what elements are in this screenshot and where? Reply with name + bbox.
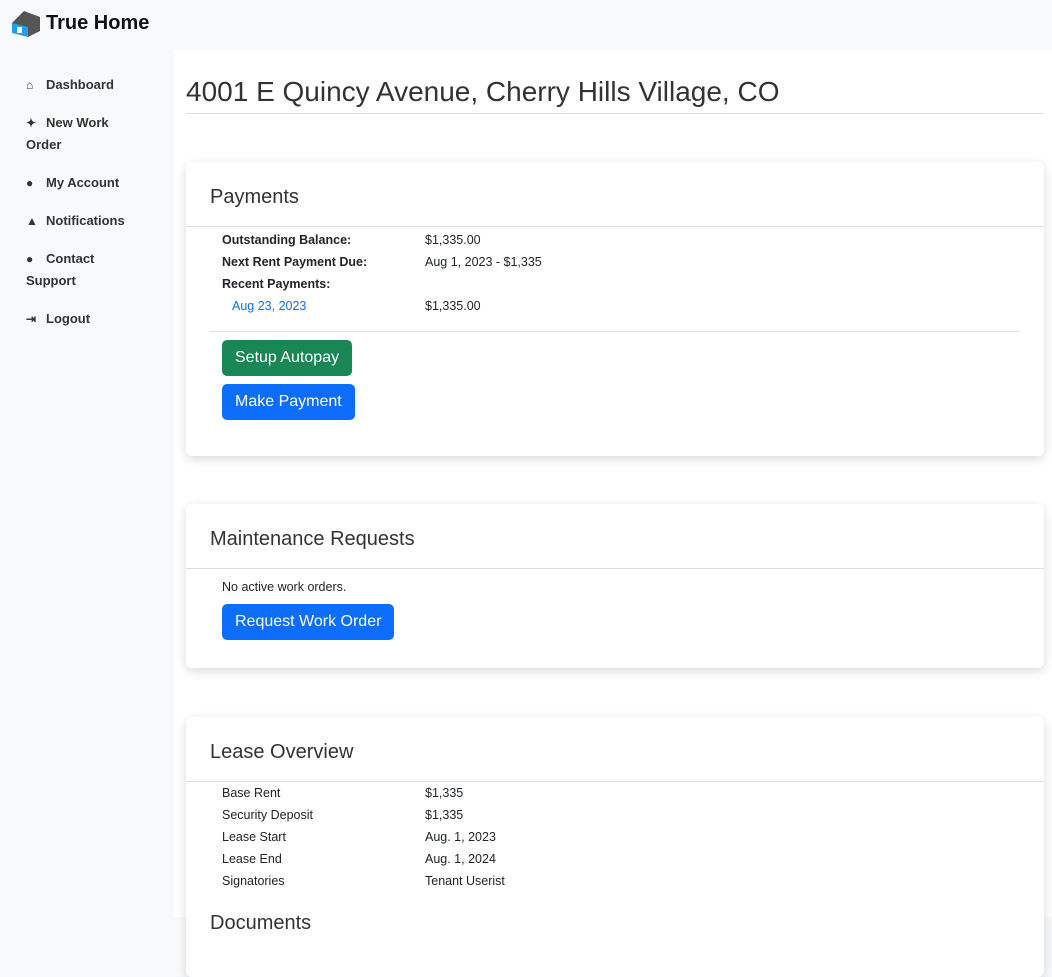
lease-row: Lease Start Aug. 1, 2023 [186,826,1044,848]
value: $1,335 [425,808,464,822]
maintenance-card: Maintenance Requests No active work orde… [186,504,1044,668]
brand[interactable]: True Home [10,7,149,39]
sidebar-item-my-account[interactable]: ● My Account [0,172,174,194]
sidebar-item-notifications[interactable]: ▲ Notifications [0,210,174,232]
lease-card: Lease Overview Base Rent $1,335 Security … [186,717,1044,977]
next-payment-row: Next Rent Payment Due: Aug 1, 2023 - $1,3… [186,251,1044,273]
value: Tenant Userist [425,874,505,888]
text: No active work orders. [222,580,347,594]
logout-icon: ⇥ [26,312,37,326]
divider [210,331,1020,332]
sidebar-item-label: Notifications [46,213,125,228]
label: Signatories [222,874,285,888]
home-icon: ⌂ [26,78,34,92]
page-title: 4001 E Quincy Avenue, Cherry Hills Villa… [186,76,780,107]
make-payment-button[interactable]: Make Payment [222,384,355,420]
bell-icon: ▲ [26,214,38,228]
card-title: Maintenance Requests [186,504,1044,569]
sidebar: ⌂ Dashboard ✦ New Work Order ● My Account ▲… [0,50,174,330]
request-work-order-button[interactable]: Request Work Order [222,604,395,640]
label: Lease End [222,852,282,866]
outstanding-balance-row: Outstanding Balance: $1,335.00 [186,229,1044,251]
section-heading: Documents [210,912,312,934]
label: Security Deposit [222,808,314,822]
sparkles-icon: ✦ [26,116,37,130]
lease-row: Lease End Aug. 1, 2024 [186,848,1044,870]
label: Lease Start [222,830,286,844]
value: $1,335 [425,786,464,800]
sidebar-item-new-work-order[interactable]: ✦ New Work Order [0,112,130,156]
sidebar-item-dashboard[interactable]: ⌂ Dashboard [0,74,174,96]
card-title: Payments [186,162,1044,227]
setup-autopay-button[interactable]: Setup Autopay [222,340,353,376]
house-logo-icon [12,11,40,37]
label: Base Rent [222,786,281,800]
main-content: 4001 E Quincy Avenue, Cherry Hills Villa… [174,50,1052,977]
recent-payments-row: Recent Payments: [186,273,1044,295]
lease-row: Base Rent $1,335 [186,782,1044,804]
sidebar-item-label: My Account [46,175,120,190]
sidebar-item-label: Contact Support [26,251,95,288]
divider [186,113,1044,114]
sidebar-item-label: New Work Order [26,115,109,152]
value: Aug. 1, 2024 [425,852,496,866]
sidebar-item-contact-support[interactable]: ● Contact Support [0,248,120,292]
value: $1,335.00 [425,233,481,247]
label: Outstanding Balance: [222,233,352,247]
label: Next Rent Payment Due: [222,255,368,269]
payment-row: Aug 23, 2023 $1,335.00 [186,295,1044,317]
comment-icon: ● [26,252,34,266]
value: Aug 1, 2023 - $1,335 [425,255,542,269]
payments-card: Payments Outstanding Balance: $1,335.00 N… [186,162,1044,456]
value: Aug. 1, 2023 [425,830,496,844]
payment-date-link[interactable]: Aug 23, 2023 [232,299,307,313]
payment-amount: $1,335.00 [425,299,481,313]
user-circle-icon: ● [26,176,34,190]
sidebar-item-label: Logout [46,311,91,326]
label: Recent Payments: [222,277,331,291]
sidebar-item-logout[interactable]: ⇥ Logout [0,308,174,330]
card-title: Lease Overview [186,717,1044,782]
sidebar-item-label: Dashboard [46,77,114,92]
empty-message: No active work orders. [186,569,1044,598]
brand-name: True Home [46,11,150,34]
lease-row: Signatories Tenant Userist [186,870,1044,892]
lease-row: Security Deposit $1,335 [186,804,1044,826]
